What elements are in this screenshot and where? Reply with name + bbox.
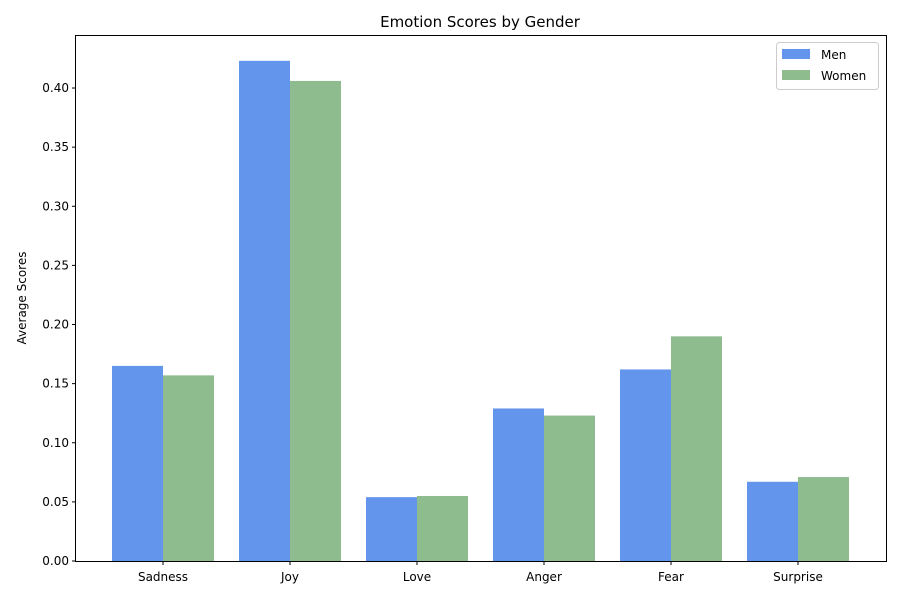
y-tick-label: 0.05 <box>42 495 69 509</box>
bar-men-love <box>366 497 417 561</box>
bar-women-sadness <box>163 375 214 561</box>
y-tick-label: 0.35 <box>42 140 69 154</box>
bar-women-fear <box>671 336 722 561</box>
plot-frame <box>75 35 887 562</box>
bar-women-surprise <box>798 477 849 561</box>
y-axis: 0.00 0.05 0.10 0.15 0.20 0.25 0.30 0.35 0.40 <box>42 81 76 568</box>
x-tick-label: Anger <box>526 570 562 584</box>
bar-men-joy <box>239 60 290 561</box>
x-tick-label: Surprise <box>773 570 823 584</box>
x-tick-label: Fear <box>658 570 684 584</box>
y-tick-label: 0.10 <box>42 436 69 450</box>
y-tick-label: 0.30 <box>42 199 69 213</box>
bar-men-surprise <box>747 481 798 561</box>
x-tick-label: Joy <box>280 570 299 584</box>
y-tick-label: 0.15 <box>42 377 69 391</box>
legend-label-men: Men <box>821 48 846 62</box>
y-tick-label: 0.40 <box>42 81 69 95</box>
legend-swatch-women <box>782 70 810 80</box>
legend: Men Women <box>776 42 879 90</box>
bar-men-fear <box>620 369 671 561</box>
bars-group <box>112 60 849 561</box>
bar-women-joy <box>290 80 341 561</box>
bar-men-anger <box>493 408 544 561</box>
x-axis: Sadness Joy Love Anger Fear Surprise <box>138 561 823 584</box>
y-tick-label: 0.25 <box>42 258 69 272</box>
chart-title: Emotion Scores by Gender <box>380 13 581 31</box>
legend-label-women: Women <box>821 69 866 83</box>
bar-women-love <box>417 495 468 561</box>
legend-swatch-men <box>782 49 810 59</box>
y-axis-label: Average Scores <box>15 252 29 345</box>
x-tick-label: Love <box>403 570 431 584</box>
bar-men-sadness <box>112 365 163 561</box>
y-tick-label: 0.00 <box>42 554 69 568</box>
bar-women-anger <box>544 415 595 561</box>
y-tick-label: 0.20 <box>42 318 69 332</box>
x-tick-label: Sadness <box>138 570 188 584</box>
